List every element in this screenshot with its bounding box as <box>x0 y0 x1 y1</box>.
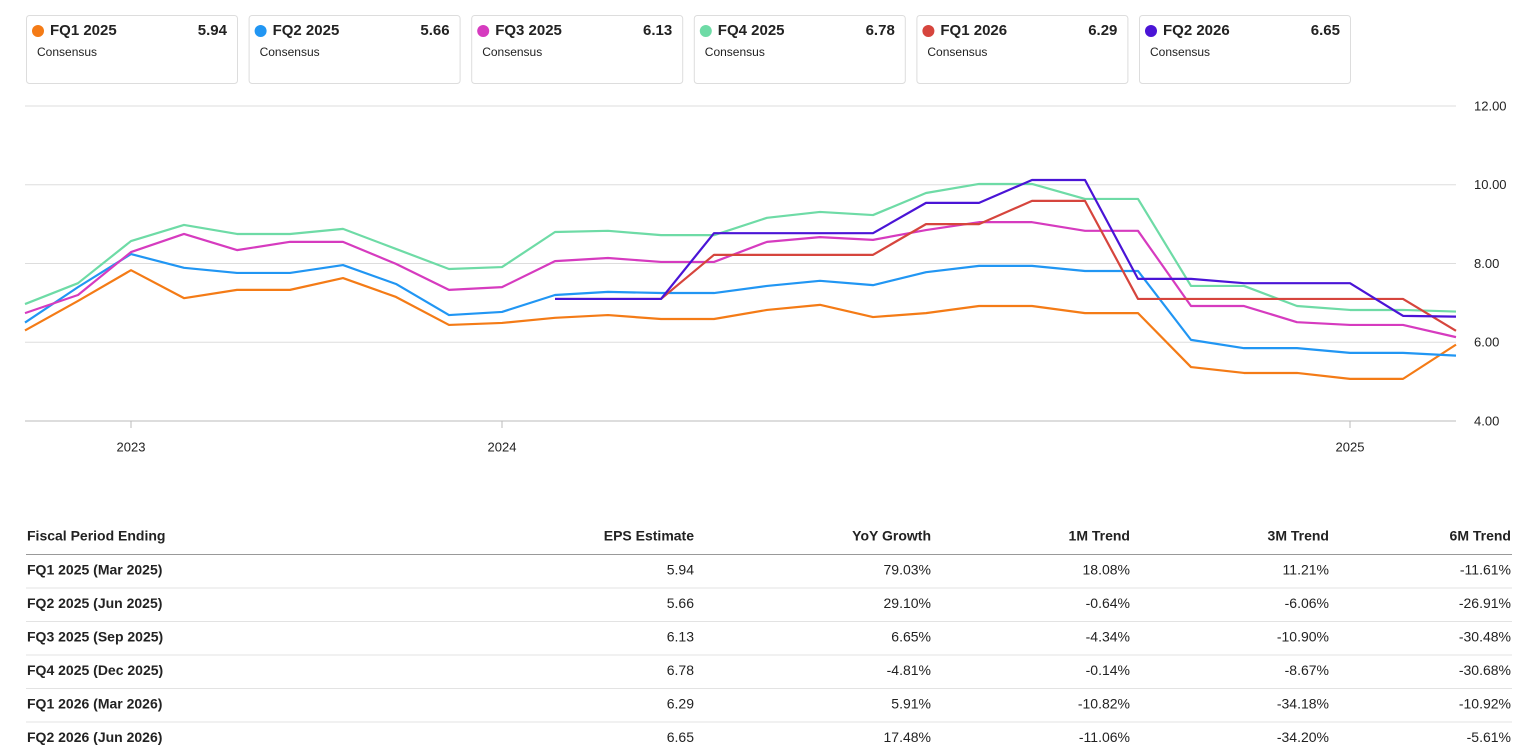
value-cell: 6.65 <box>667 729 694 745</box>
value-cell: -34.20% <box>1277 729 1329 745</box>
card-label: Consensus <box>482 45 542 59</box>
card-name: FQ2 2025 <box>273 22 340 39</box>
value-cell: -30.68% <box>1459 662 1511 678</box>
value-cell: -8.67% <box>1285 662 1329 678</box>
card-value: 6.13 <box>643 22 672 39</box>
series-line <box>24 269 1457 380</box>
card-name: FQ1 2025 <box>50 22 117 39</box>
value-cell: 11.21% <box>1283 562 1329 578</box>
value-cell: 79.03% <box>884 562 931 578</box>
card-name: FQ2 2026 <box>1163 22 1230 39</box>
card[interactable] <box>693 15 906 84</box>
period-cell: FQ2 2025 (Jun 2025) <box>27 595 162 611</box>
y-tick-label: 4.00 <box>1474 413 1499 428</box>
card-value: 6.29 <box>1088 22 1117 39</box>
table-header: 3M Trend <box>1268 528 1329 544</box>
value-cell: 17.48% <box>884 729 931 745</box>
card-dot <box>477 25 490 37</box>
period-cell: FQ3 2025 (Sep 2025) <box>27 629 163 645</box>
value-cell: 18.08% <box>1083 562 1130 578</box>
card-dot <box>32 25 44 37</box>
value-cell: 6.13 <box>667 629 694 645</box>
value-cell: 6.29 <box>667 696 694 712</box>
series-line <box>555 178 1457 318</box>
period-cell: FQ1 2026 (Mar 2026) <box>27 696 162 712</box>
y-tick-label: 8.00 <box>1474 256 1499 271</box>
card-name: FQ3 2025 <box>495 22 562 39</box>
value-cell: -11.61% <box>1460 562 1511 578</box>
y-tick-label: 10.00 <box>1474 177 1507 192</box>
card[interactable] <box>26 15 238 84</box>
card-value: 5.94 <box>198 22 228 39</box>
card-name: FQ4 2025 <box>718 22 785 39</box>
card[interactable] <box>471 15 684 84</box>
card[interactable] <box>248 15 461 84</box>
x-tick-label: 2023 <box>117 439 146 454</box>
card-dot <box>254 25 267 37</box>
series-line <box>24 221 1457 339</box>
value-cell: -4.81% <box>887 662 931 678</box>
x-tick-label: 2024 <box>488 439 517 454</box>
series-line <box>24 252 1457 357</box>
value-cell: 29.10% <box>884 595 931 611</box>
card-label: Consensus <box>1150 45 1210 59</box>
card-label: Consensus <box>37 45 97 59</box>
value-cell: -0.14% <box>1086 662 1130 678</box>
card-value: 6.65 <box>1311 22 1340 39</box>
y-tick-label: 12.00 <box>1474 98 1507 113</box>
card-label: Consensus <box>705 45 765 59</box>
card-value: 6.78 <box>866 22 895 39</box>
value-cell: -5.61% <box>1467 729 1511 745</box>
table-header: Fiscal Period Ending <box>27 528 165 544</box>
value-cell: -4.34% <box>1086 629 1130 645</box>
value-cell: 5.91% <box>891 696 931 712</box>
value-cell: -34.18% <box>1277 696 1329 712</box>
y-tick-label: 6.00 <box>1474 335 1499 350</box>
card-value: 5.66 <box>420 22 449 39</box>
value-cell: -10.92% <box>1459 696 1511 712</box>
card[interactable] <box>1139 15 1351 84</box>
value-cell: 6.65% <box>891 629 931 645</box>
value-cell: -0.64% <box>1086 595 1130 611</box>
value-cell: 5.66 <box>667 595 694 611</box>
value-cell: -30.48% <box>1459 629 1511 645</box>
card[interactable] <box>916 15 1129 84</box>
period-cell: FQ2 2026 (Jun 2026) <box>27 729 162 745</box>
value-cell: -10.90% <box>1277 629 1329 645</box>
table-header: 6M Trend <box>1450 528 1511 544</box>
value-cell: -26.91% <box>1459 595 1511 611</box>
series-line <box>555 199 1457 332</box>
table-header: YoY Growth <box>852 528 931 544</box>
value-cell: 6.78 <box>667 662 694 678</box>
card-dot <box>922 25 935 37</box>
card-dot <box>1145 25 1157 37</box>
card-dot <box>699 25 712 37</box>
card-name: FQ1 2026 <box>940 22 1007 39</box>
series-line <box>24 182 1457 313</box>
table-header: 1M Trend <box>1069 528 1130 544</box>
x-tick-label: 2025 <box>1336 439 1365 454</box>
card-label: Consensus <box>927 45 987 59</box>
period-cell: FQ4 2025 (Dec 2025) <box>27 662 163 678</box>
period-cell: FQ1 2025 (Mar 2025) <box>27 562 162 578</box>
value-cell: -6.06% <box>1285 595 1329 611</box>
value-cell: 5.94 <box>667 562 694 578</box>
value-cell: -10.82% <box>1078 696 1130 712</box>
card-label: Consensus <box>260 45 320 59</box>
value-cell: -11.06% <box>1079 729 1130 745</box>
table-header: EPS Estimate <box>604 528 694 544</box>
